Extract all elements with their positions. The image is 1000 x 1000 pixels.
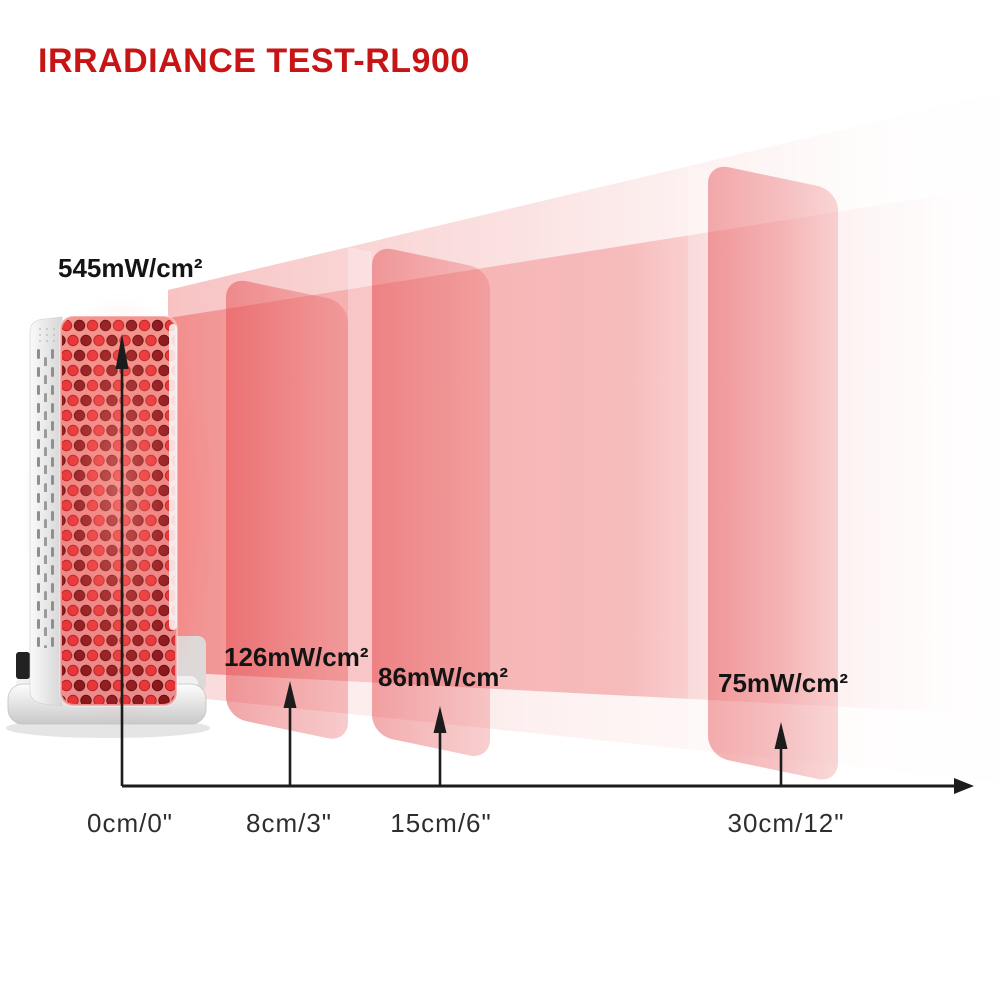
measurement-plane-15cm	[372, 248, 490, 756]
side-vent-slots	[37, 348, 58, 648]
beam-gap-highlights	[348, 166, 708, 771]
distance-axis	[115, 334, 974, 794]
page-title: IRRADIANCE TEST-RL900	[38, 42, 470, 80]
gap-strip	[688, 166, 708, 771]
distance-label-0cm: 0cm/0"	[87, 808, 173, 838]
irradiance-label-0cm: 545mW/cm²	[58, 253, 203, 283]
distance-label-15cm: 15cm/6"	[390, 808, 492, 838]
irradiance-label-8cm: 126mW/cm²	[224, 642, 369, 672]
irradiance-label-30cm: 75mW/cm²	[718, 668, 848, 698]
distance-label-30cm: 30cm/12"	[728, 808, 845, 838]
arrow-up-icon-30cm	[774, 722, 788, 749]
led-face-glow	[60, 316, 177, 706]
distance-labels: 0cm/0" 8cm/3" 15cm/6" 30cm/12"	[87, 808, 845, 838]
led-panel-device	[6, 292, 218, 738]
arrow-up-icon-8cm	[283, 681, 297, 708]
panel-right-frame	[169, 324, 177, 630]
irradiance-labels: 545mW/cm² 126mW/cm² 86mW/cm² 75mW/cm²	[58, 253, 848, 698]
led-face	[59, 315, 178, 707]
measurement-plane-8cm	[226, 280, 348, 739]
gap-strip	[348, 247, 372, 731]
distance-label-8cm: 8cm/3"	[246, 808, 332, 838]
irradiance-label-15cm: 86mW/cm²	[378, 662, 508, 692]
arrow-up-icon-15cm	[433, 706, 447, 733]
axis-arrow-right-icon	[954, 778, 974, 794]
arrow-up-icon-0cm	[115, 334, 129, 369]
power-switch	[16, 652, 30, 679]
side-speaker-dots	[38, 327, 58, 343]
beam-fade-overlay	[780, 50, 1000, 810]
